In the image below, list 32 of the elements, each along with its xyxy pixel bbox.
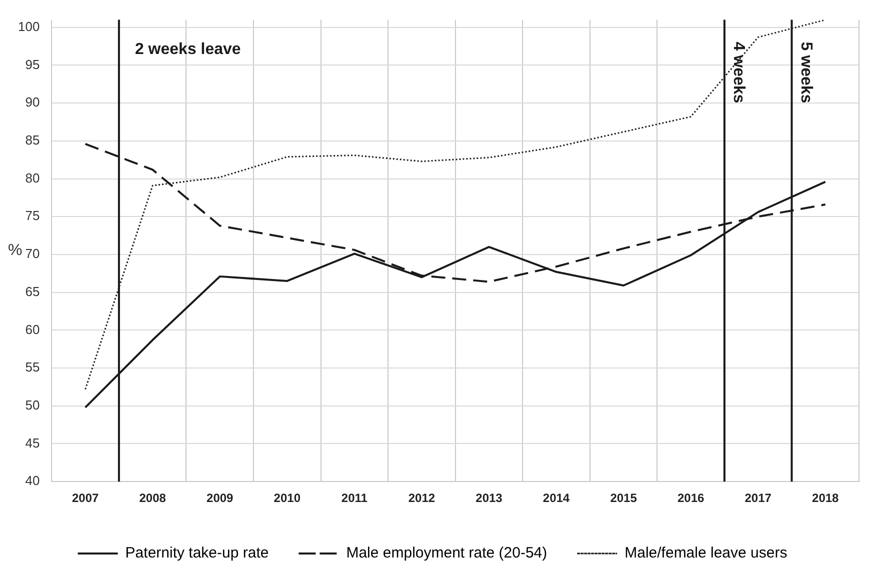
x-tick-label: 2013 (476, 491, 503, 506)
y-tick-label: 90 (25, 94, 40, 110)
x-tick-label: 2017 (744, 491, 772, 506)
y-tick-label: 85 (25, 132, 40, 148)
y-tick-label: 50 (25, 397, 40, 412)
x-tick-label: 2015 (610, 491, 638, 506)
y-tick-label: 95 (25, 56, 40, 72)
x-tick-label: 2011 (341, 491, 368, 506)
y-tick-label: 55 (25, 360, 40, 375)
x-tick-label: 2018 (812, 491, 840, 506)
x-tick-label: 2014 (542, 491, 570, 506)
x-tick-label: 2012 (408, 491, 436, 506)
y-tick-label: 65 (25, 284, 40, 299)
x-tick-label: 2016 (677, 491, 704, 506)
y-tick-label: 75 (25, 208, 40, 224)
y-tick-label: 70 (25, 246, 40, 262)
y-axis-title: % (8, 242, 22, 260)
x-tick-label: 2010 (274, 491, 301, 506)
legend-label: Paternity take-up rate (125, 544, 269, 562)
x-tick-label: 2008 (139, 491, 166, 506)
ref-line-label: 2 weeks leave (134, 41, 241, 58)
ref-line-label: 5 weeks (797, 42, 814, 104)
y-tick-label: 60 (25, 322, 40, 337)
y-tick-label: 80 (25, 170, 40, 186)
ref-line-label: 4 weeks (730, 42, 748, 104)
y-tick-label: 40 (25, 473, 40, 488)
x-tick-label: 2009 (206, 491, 234, 506)
x-tick-label: 2007 (72, 491, 99, 506)
y-tick-label: 100 (18, 18, 40, 34)
y-tick-label: 45 (25, 435, 40, 450)
legend-label: Male employment rate (20-54) (346, 544, 548, 562)
legend-label: Male/female leave users (624, 544, 788, 562)
